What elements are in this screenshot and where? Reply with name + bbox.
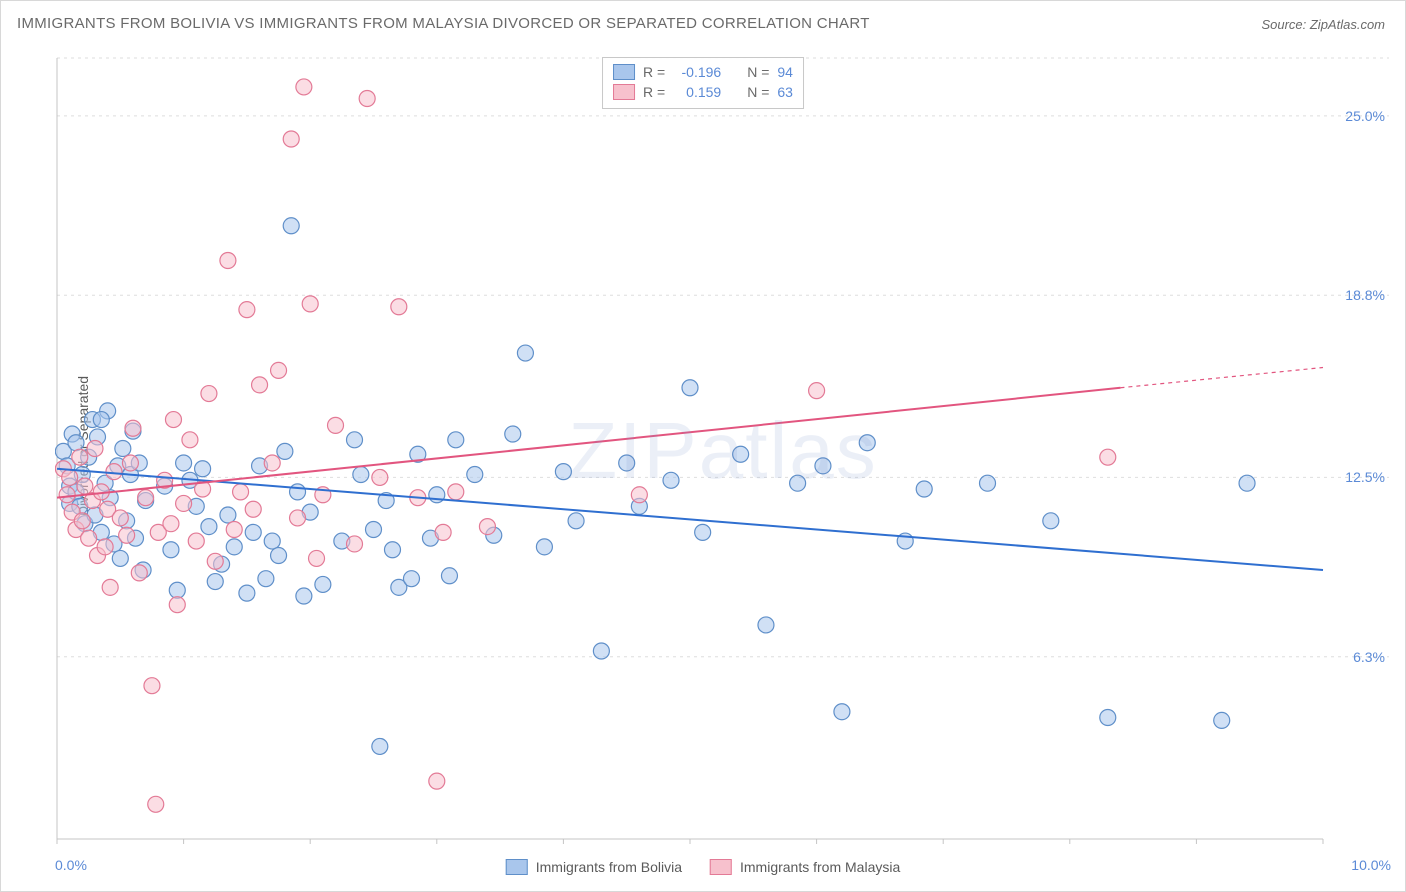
legend-bottom: Immigrants from Bolivia Immigrants from … [506,859,901,875]
r-value-bolivia: -0.196 [673,64,721,80]
legend-label-bolivia: Immigrants from Bolivia [536,859,682,875]
legend-swatch-malaysia [613,84,635,100]
source-label: Source: ZipAtlas.com [1261,17,1385,32]
legend-top: R = -0.196 N = 94 R = 0.159 N = 63 [602,57,804,109]
correlation-chart: IMMIGRANTS FROM BOLIVIA VS IMMIGRANTS FR… [0,0,1406,892]
plot-svg [55,56,1391,845]
x-tick-max: 10.0% [1351,857,1391,873]
legend-item-bolivia: Immigrants from Bolivia [506,859,682,875]
legend-swatch-malaysia-icon [710,859,732,875]
chart-title: IMMIGRANTS FROM BOLIVIA VS IMMIGRANTS FR… [17,15,870,32]
n-label: N = [747,84,769,100]
r-value-malaysia: 0.159 [673,84,721,100]
y-tick-1: 12.5% [1345,469,1385,485]
legend-label-malaysia: Immigrants from Malaysia [740,859,900,875]
legend-item-malaysia: Immigrants from Malaysia [710,859,900,875]
legend-swatch-bolivia [613,64,635,80]
y-tick-0: 6.3% [1353,649,1385,665]
y-tick-3: 25.0% [1345,108,1385,124]
n-label: N = [747,64,769,80]
x-tick-min: 0.0% [55,857,87,873]
legend-row-malaysia: R = 0.159 N = 63 [613,82,793,102]
legend-swatch-bolivia-icon [506,859,528,875]
plot-area: ZIPatlas [55,56,1391,845]
r-label: R = [643,84,665,100]
n-value-bolivia: 94 [777,64,793,80]
legend-row-bolivia: R = -0.196 N = 94 [613,62,793,82]
r-label: R = [643,64,665,80]
n-value-malaysia: 63 [777,84,793,100]
y-tick-2: 18.8% [1345,287,1385,303]
